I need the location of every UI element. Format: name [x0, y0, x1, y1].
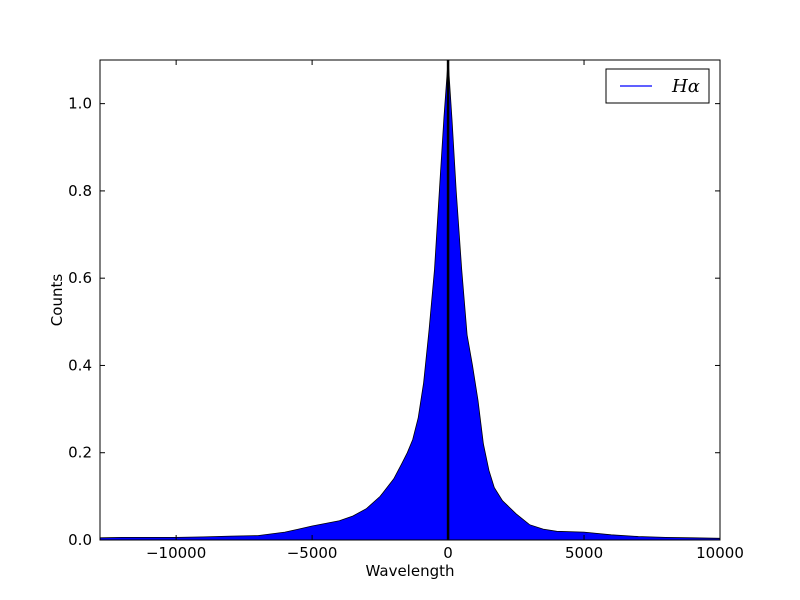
y-tick-label: 0.4: [68, 356, 92, 374]
y-tick-label: 0.8: [68, 182, 92, 200]
series-area-0: [99, 59, 721, 541]
ticks: −10000 −5000 0 5000 10000 0.0 0.2 0.4 0.6 0.8 1.0: [68, 60, 744, 562]
x-tick-label: −10000: [146, 544, 206, 562]
y-tick-label: 0.2: [68, 444, 92, 462]
y-axis-label: Counts: [48, 274, 66, 327]
axes-frame: [99, 59, 721, 541]
legend: Hα: [605, 68, 710, 104]
x-tick-label: 10000: [696, 544, 744, 562]
x-tick-label: −5000: [287, 544, 338, 562]
x-tick-label: 5000: [565, 544, 603, 562]
plot-area: [99, 59, 721, 541]
y-tick-label: 0.0: [68, 531, 92, 549]
y-tick-label: 1.0: [68, 95, 92, 113]
legend-entry: Hα: [671, 76, 700, 97]
x-tick-label: 0: [443, 544, 453, 562]
x-axis-label: Wavelength: [366, 562, 455, 580]
y-tick-label: 0.6: [68, 269, 92, 287]
